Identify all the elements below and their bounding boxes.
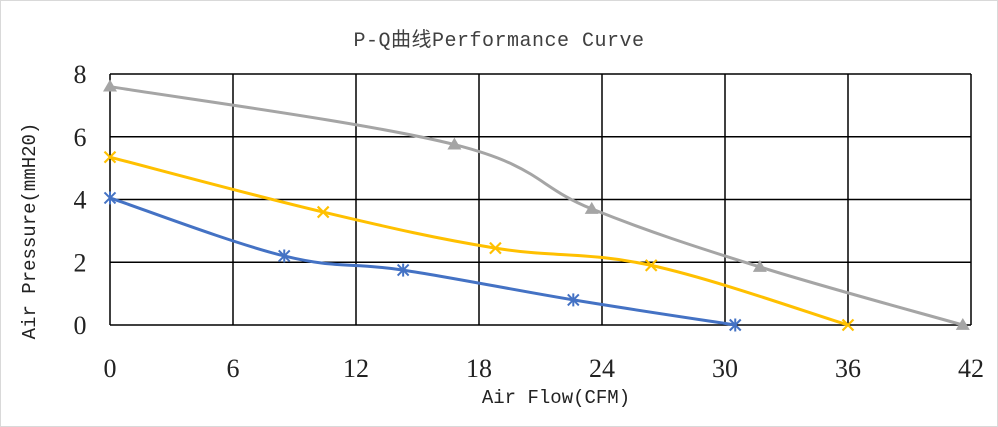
y-tick-label: 2	[74, 248, 87, 277]
y-tick-label: 6	[74, 123, 87, 152]
series-1-marker	[567, 293, 580, 307]
marker-stroke	[841, 318, 855, 332]
x-tick-label: 30	[712, 354, 738, 383]
x-axis-label: Air Flow(CFM)	[482, 387, 630, 409]
x-tick-label: 0	[104, 354, 117, 383]
series-markers	[103, 79, 970, 332]
x-tick-label: 18	[466, 354, 492, 383]
x-tick-label: 36	[835, 354, 861, 383]
series-2-marker	[841, 318, 855, 332]
series-2-marker	[316, 205, 330, 219]
marker-stroke	[644, 259, 658, 272]
series-3-line	[109, 85, 964, 327]
y-tick-label: 0	[74, 311, 87, 340]
series-3-marker	[103, 79, 117, 92]
series-1-marker	[278, 249, 291, 263]
chart-title: P-Q曲线Performance Curve	[353, 30, 645, 53]
y-tick-label: 4	[74, 186, 87, 215]
x-tick-label: 12	[343, 354, 369, 383]
series-3-marker	[447, 137, 462, 150]
series-1-marker	[103, 191, 117, 205]
series-1-marker	[729, 318, 742, 332]
marker-stroke	[489, 241, 502, 255]
x-tick-label: 24	[589, 354, 615, 383]
series-lines	[109, 85, 964, 327]
x-tick-label: 6	[227, 354, 240, 383]
y-axis-label: Air Pressure(mmH20)	[19, 123, 41, 340]
series-3-marker	[752, 259, 767, 272]
series-1-marker	[396, 263, 410, 277]
series-2-marker	[489, 241, 502, 255]
x-tick-label: 42	[958, 354, 984, 383]
series-3-marker	[584, 201, 599, 214]
series-3-marker	[955, 318, 970, 330]
y-tick-label: 8	[74, 60, 87, 89]
series-1-line	[109, 196, 736, 327]
series-2-marker	[644, 259, 658, 272]
marker-stroke	[316, 205, 330, 219]
series-2-marker	[103, 150, 117, 164]
marker-stroke	[103, 150, 117, 164]
grid	[109, 73, 972, 326]
